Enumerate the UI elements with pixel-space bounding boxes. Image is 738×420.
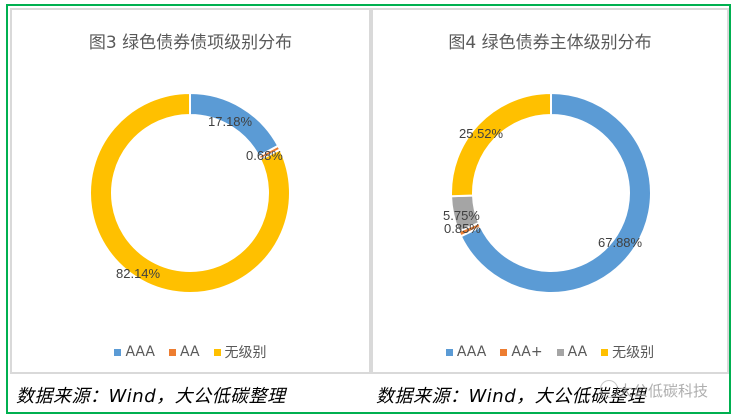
legend-item-unrated: 无级别 bbox=[213, 342, 267, 362]
legend-label: 无级别 bbox=[612, 345, 655, 361]
legend-item-aa-plus: AA+ bbox=[500, 342, 543, 362]
source-note-left: 数据来源：Wind，大公低碳整理 bbox=[16, 386, 286, 407]
legend-item-aa: AA bbox=[556, 342, 588, 362]
legend-label: AA+ bbox=[511, 344, 543, 360]
chart-panel-issuer-rating: 图4 绿色债券主体级别分布 67.88% 0.85% 5.75% 25.52% AAA… bbox=[371, 8, 729, 374]
legend-swatch-icon bbox=[601, 348, 609, 356]
doughnut-chart-issuer-rating: 67.88% 0.85%5.75% 25.52% bbox=[443, 91, 652, 294]
legend-swatch-icon bbox=[114, 348, 122, 356]
legend-item-aaa: AAA bbox=[114, 342, 155, 362]
slice-aaa bbox=[459, 91, 652, 294]
source-footer: 数据来源：Wind，大公低碳整理 数据来源：Wind，大公低碳整理 大公低碳科技 bbox=[8, 374, 729, 412]
figure-frame: 图3 绿色债券债项级别分布 17.18% 0.68% 82.14% AAA AA 无… bbox=[6, 4, 731, 414]
data-label: 25.52% bbox=[459, 126, 504, 141]
data-label: 5.75% bbox=[443, 208, 480, 223]
legend-label: AA bbox=[567, 344, 588, 360]
chart-legend: AAA AA+ AA 无级别 bbox=[373, 342, 727, 362]
doughnut-chart-bond-rating: 17.18% 0.68% 82.14% bbox=[89, 91, 291, 294]
chart-panel-bond-rating: 图3 绿色债券债项级别分布 17.18% 0.68% 82.14% AAA AA 无… bbox=[10, 8, 371, 374]
legend-label: AA bbox=[179, 344, 200, 360]
legend-label: 无级别 bbox=[224, 345, 267, 361]
watermark-text: 大公低碳科技 bbox=[618, 382, 709, 400]
legend-item-unrated: 无级别 bbox=[601, 342, 654, 362]
legend-label: AAA bbox=[456, 344, 487, 360]
slice-无级别 bbox=[89, 91, 291, 294]
legend-swatch-icon bbox=[213, 348, 221, 356]
source-note-right: 数据来源：Wind，大公低碳整理 bbox=[376, 386, 646, 407]
legend-swatch-icon bbox=[445, 348, 453, 356]
data-label: 82.14% bbox=[116, 266, 161, 281]
data-label: 0.68% bbox=[246, 148, 283, 163]
chart-legend: AAA AA 无级别 bbox=[12, 342, 369, 362]
legend-swatch-icon bbox=[556, 348, 564, 356]
watermark-logo-icon bbox=[600, 380, 618, 398]
data-label: 67.88% bbox=[598, 235, 643, 250]
legend-swatch-icon bbox=[168, 348, 176, 356]
chart-title: 图3 绿色债券债项级别分布 bbox=[88, 33, 293, 53]
data-label: 17.18% bbox=[208, 114, 253, 129]
legend-label: AAA bbox=[125, 344, 155, 360]
legend-item-aaa: AAA bbox=[445, 342, 487, 362]
legend-swatch-icon bbox=[500, 348, 508, 356]
slice-无级别 bbox=[450, 91, 552, 198]
data-label: 0.85% bbox=[444, 221, 481, 236]
chart-title: 图4 绿色债券主体级别分布 bbox=[448, 33, 652, 53]
legend-item-aa: AA bbox=[168, 342, 200, 362]
